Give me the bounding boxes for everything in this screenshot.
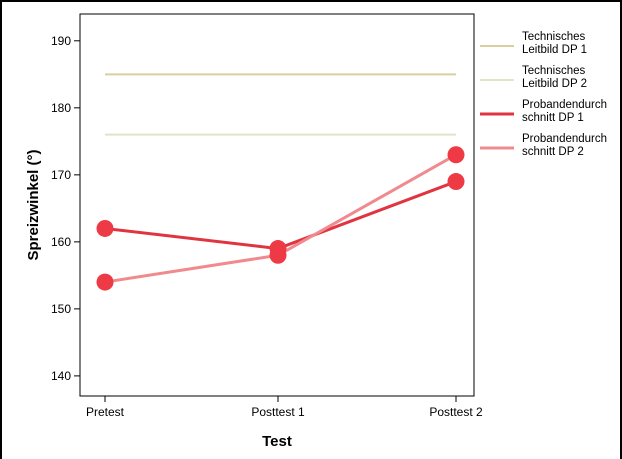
series-markers xyxy=(96,146,465,291)
data-point xyxy=(96,273,114,291)
x-tick-label: Posttest 2 xyxy=(429,405,483,419)
data-point xyxy=(96,219,114,237)
x-axis: Pretest Posttest 1 Posttest 2 xyxy=(86,396,483,419)
legend-label: schnitt DP 2 xyxy=(522,146,584,158)
x-tick-label: Pretest xyxy=(86,405,125,419)
y-axis-title: Spreizwinkel (°) xyxy=(25,149,42,260)
legend-label: Leitbild DP 2 xyxy=(522,78,587,90)
data-point xyxy=(447,146,465,164)
y-tick-label: 140 xyxy=(51,369,71,383)
legend-label: Technisches xyxy=(522,65,586,77)
legend-label: schnitt DP 1 xyxy=(522,112,584,124)
plot-area xyxy=(79,13,475,397)
y-tick-label: 170 xyxy=(51,168,71,182)
y-axis: 140 150 160 170 180 190 xyxy=(51,34,80,383)
legend-label: Leitbild DP 1 xyxy=(522,44,587,56)
data-point xyxy=(269,246,287,264)
legend-label: Probandendurch xyxy=(522,99,607,111)
y-tick-label: 150 xyxy=(51,302,71,316)
legend-label: Probandendurch xyxy=(522,133,607,145)
legend-label: Technisches xyxy=(522,31,586,43)
y-tick-label: 190 xyxy=(51,34,71,48)
x-axis-title: Test xyxy=(262,433,292,450)
data-point xyxy=(447,173,465,191)
x-tick-label: Posttest 1 xyxy=(251,405,305,419)
y-tick-label: 180 xyxy=(51,101,71,115)
y-tick-label: 160 xyxy=(51,235,71,249)
